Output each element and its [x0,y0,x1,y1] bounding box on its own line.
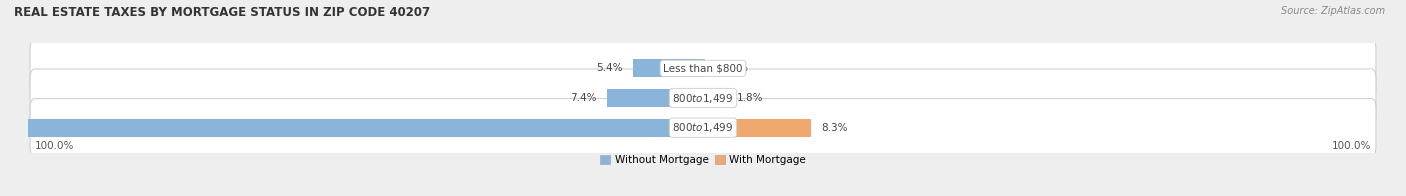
Bar [703,59,704,77]
FancyBboxPatch shape [30,39,1376,97]
Text: 100.0%: 100.0% [35,141,75,151]
Text: Less than $800: Less than $800 [664,63,742,73]
Bar [703,119,811,137]
Text: $800 to $1,499: $800 to $1,499 [672,121,734,134]
Legend: Without Mortgage, With Mortgage: Without Mortgage, With Mortgage [598,153,808,167]
Text: 7.4%: 7.4% [569,93,596,103]
FancyBboxPatch shape [30,99,1376,157]
Text: 8.3%: 8.3% [821,123,848,133]
Text: REAL ESTATE TAXES BY MORTGAGE STATUS IN ZIP CODE 40207: REAL ESTATE TAXES BY MORTGAGE STATUS IN … [14,6,430,19]
Bar [0,119,703,137]
Bar [607,89,703,107]
Bar [633,59,703,77]
Text: Source: ZipAtlas.com: Source: ZipAtlas.com [1281,6,1385,16]
Text: $800 to $1,499: $800 to $1,499 [672,92,734,104]
Text: 0.12%: 0.12% [714,63,748,73]
Bar [703,89,727,107]
Text: 100.0%: 100.0% [1331,141,1371,151]
Text: 1.8%: 1.8% [737,93,763,103]
FancyBboxPatch shape [30,69,1376,127]
Text: 5.4%: 5.4% [596,63,623,73]
